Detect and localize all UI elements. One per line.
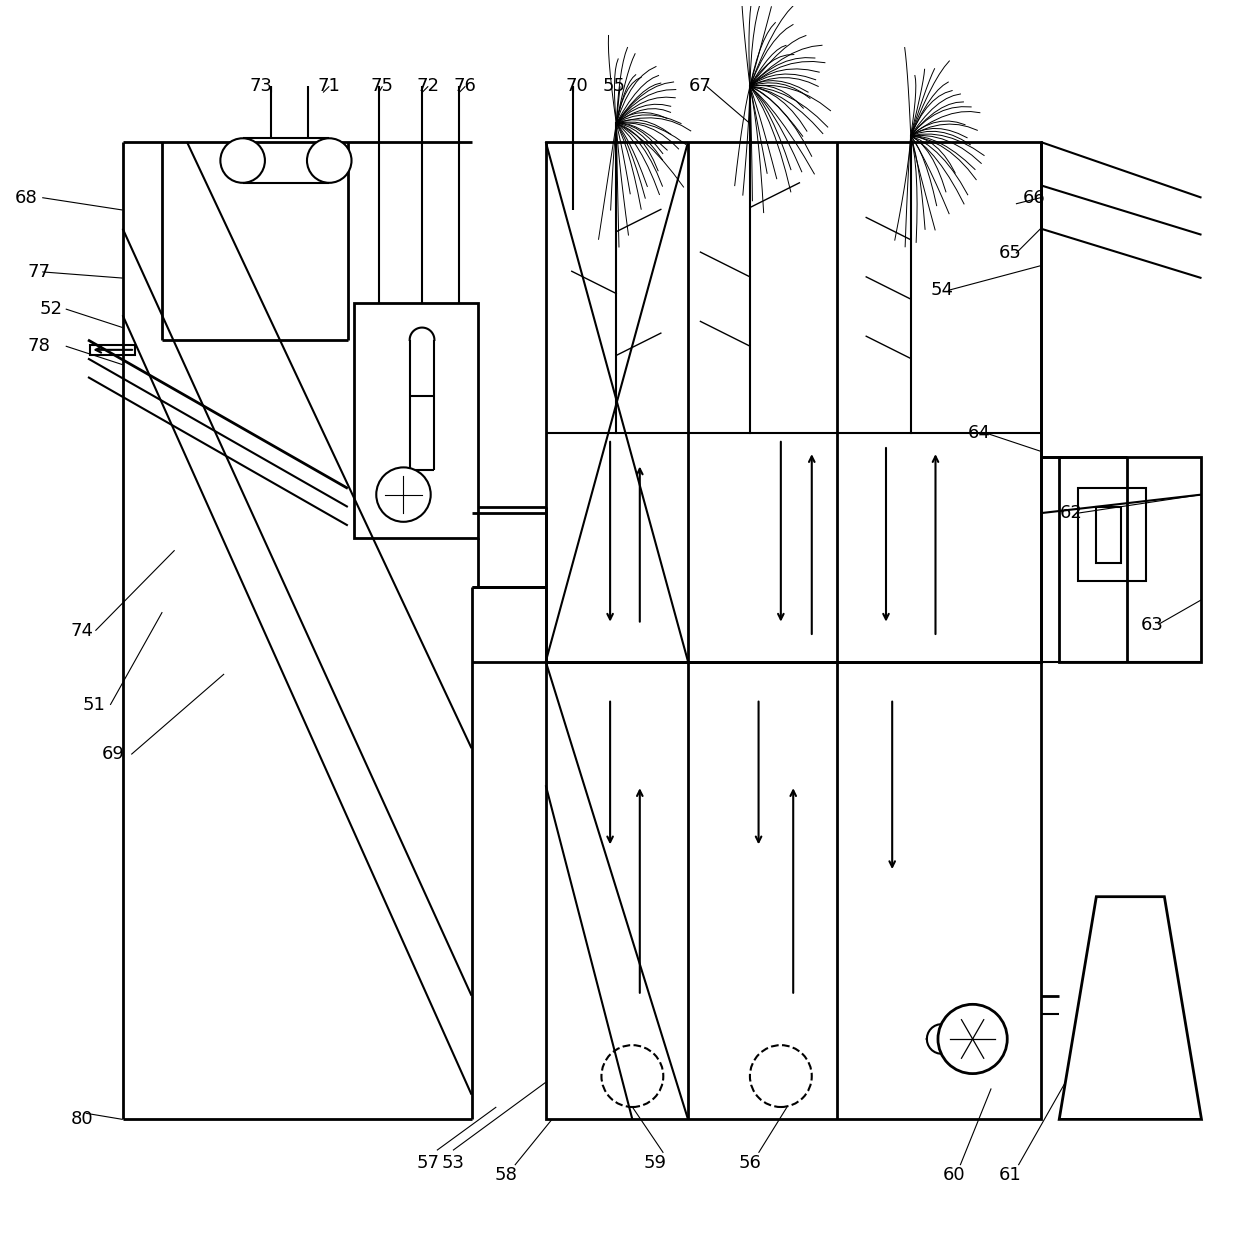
Circle shape bbox=[937, 1004, 1007, 1074]
Text: 71: 71 bbox=[317, 77, 341, 95]
Text: 52: 52 bbox=[40, 300, 62, 318]
Text: 53: 53 bbox=[441, 1154, 465, 1172]
Text: 74: 74 bbox=[71, 622, 93, 639]
Bar bbox=[1059, 457, 1202, 662]
Text: 63: 63 bbox=[1141, 616, 1163, 633]
Bar bbox=[546, 142, 1040, 662]
Text: 76: 76 bbox=[454, 77, 477, 95]
Text: 77: 77 bbox=[27, 262, 50, 281]
Text: 58: 58 bbox=[495, 1167, 517, 1184]
Text: 60: 60 bbox=[942, 1167, 966, 1184]
Text: 73: 73 bbox=[249, 77, 273, 95]
Text: 80: 80 bbox=[71, 1110, 93, 1128]
Text: 56: 56 bbox=[739, 1154, 761, 1172]
Text: 54: 54 bbox=[930, 281, 954, 300]
Text: 64: 64 bbox=[967, 423, 991, 442]
Circle shape bbox=[376, 467, 430, 522]
Text: 68: 68 bbox=[15, 189, 37, 206]
Bar bbox=[546, 662, 1040, 1119]
Text: 55: 55 bbox=[603, 77, 625, 95]
Text: 67: 67 bbox=[689, 77, 712, 95]
Text: 61: 61 bbox=[998, 1167, 1021, 1184]
Text: 65: 65 bbox=[998, 245, 1022, 262]
Bar bbox=[1096, 507, 1121, 562]
Circle shape bbox=[308, 139, 351, 182]
Bar bbox=[353, 302, 477, 538]
Text: 59: 59 bbox=[644, 1154, 666, 1172]
Text: 72: 72 bbox=[417, 77, 440, 95]
Text: 66: 66 bbox=[1023, 189, 1045, 206]
Text: 70: 70 bbox=[565, 77, 588, 95]
Circle shape bbox=[221, 139, 265, 182]
Text: 75: 75 bbox=[371, 77, 394, 95]
Text: 51: 51 bbox=[83, 696, 105, 714]
Bar bbox=[91, 345, 135, 355]
Text: 78: 78 bbox=[27, 337, 50, 355]
Text: 62: 62 bbox=[1060, 505, 1083, 522]
Text: 69: 69 bbox=[102, 746, 124, 763]
Text: 57: 57 bbox=[417, 1154, 440, 1172]
Bar bbox=[1078, 488, 1146, 581]
